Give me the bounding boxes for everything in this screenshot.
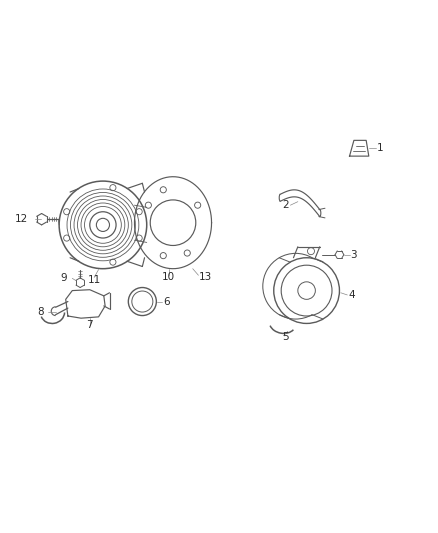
Text: 13: 13 — [199, 272, 212, 282]
Text: 10: 10 — [162, 272, 175, 282]
Text: 2: 2 — [283, 200, 289, 210]
Text: 11: 11 — [88, 274, 101, 285]
Text: 8: 8 — [37, 308, 44, 318]
Text: 6: 6 — [163, 296, 170, 306]
Text: 5: 5 — [283, 332, 289, 342]
Text: 4: 4 — [348, 290, 355, 300]
Text: 7: 7 — [86, 320, 93, 330]
Text: 9: 9 — [60, 273, 67, 284]
Text: 1: 1 — [377, 143, 383, 154]
Text: 3: 3 — [350, 249, 357, 260]
Text: 12: 12 — [15, 214, 28, 224]
